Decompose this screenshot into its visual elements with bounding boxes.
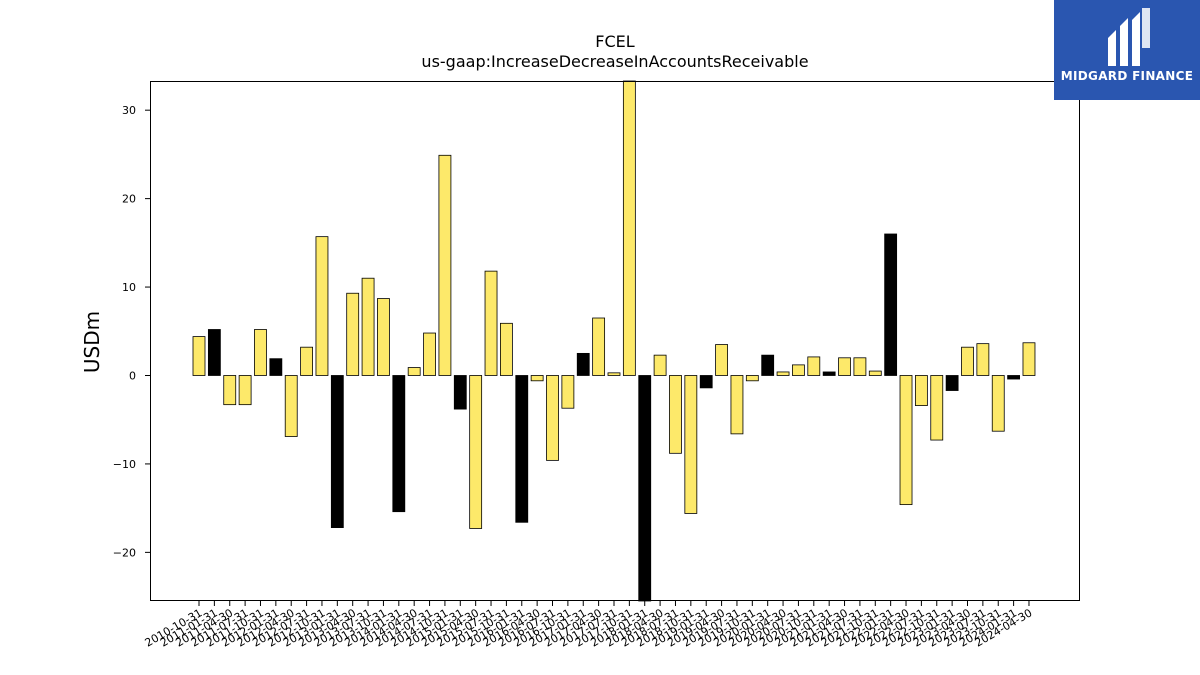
bar-2017-10-31 xyxy=(622,80,636,376)
bar-2019-01-31 xyxy=(699,375,713,389)
bar-2020-04-30 xyxy=(776,371,790,376)
bar-2022-04-30 xyxy=(899,375,913,506)
y-tick-label: −10 xyxy=(113,458,136,471)
bar-2023-10-31 xyxy=(991,375,1005,432)
bar-2021-07-31 xyxy=(853,357,867,376)
bar-2021-01-31 xyxy=(822,371,836,376)
bar-2013-01-31 xyxy=(330,375,344,528)
bar-2013-04-30 xyxy=(346,292,360,376)
bar-2020-01-31 xyxy=(761,354,775,376)
bar-2023-04-30 xyxy=(961,346,974,376)
bar-2017-07-31 xyxy=(607,372,621,376)
bar-2010-10-31 xyxy=(192,336,206,376)
bar-2011-01-31 xyxy=(207,329,221,376)
bar-2014-10-31 xyxy=(438,154,452,376)
midgard-logo-icon xyxy=(1108,8,1150,66)
bar-2015-01-31 xyxy=(453,375,467,410)
y-axis: −20 −10 0 10 20 30 xyxy=(113,104,150,559)
bar-2015-07-31 xyxy=(484,270,498,376)
bar-2019-04-30 xyxy=(715,344,728,376)
bar-2023-01-31 xyxy=(945,375,959,391)
bar-2011-07-31 xyxy=(238,375,252,406)
brand-logo: MIDGARD FINANCE xyxy=(1054,0,1200,100)
bar-2017-01-31 xyxy=(576,352,590,376)
brand-name: MIDGARD FINANCE xyxy=(1060,69,1194,83)
bar-2014-01-31 xyxy=(392,375,406,513)
bar-2013-07-31 xyxy=(361,277,375,376)
bar-2022-10-31 xyxy=(930,375,944,441)
bar-2018-04-30 xyxy=(653,354,667,376)
bar-2023-07-31 xyxy=(976,343,990,376)
bar-2022-01-31 xyxy=(884,233,898,376)
bar-2018-07-31 xyxy=(669,375,682,454)
bar-2014-07-31 xyxy=(423,332,436,376)
bar-2019-07-31 xyxy=(730,375,744,435)
y-tick-label: 20 xyxy=(122,193,136,206)
bar-2011-04-30 xyxy=(223,375,237,406)
y-tick-label: 30 xyxy=(122,104,136,117)
bar-2024-01-31 xyxy=(1007,375,1021,380)
bar-2016-04-30 xyxy=(530,375,544,382)
x-axis: 2010-10-312011-01-312011-04-302011-07-31… xyxy=(143,601,1034,650)
bar-2012-01-31 xyxy=(269,358,283,376)
bar-2016-01-31 xyxy=(515,375,529,523)
bar-2015-04-30 xyxy=(469,375,483,529)
bar-2012-07-31 xyxy=(300,346,313,376)
bar-2018-10-31 xyxy=(684,375,698,514)
bars-group xyxy=(192,80,1036,602)
bar-2016-07-31 xyxy=(546,375,559,461)
bar-2018-01-31 xyxy=(638,375,652,602)
bar-2013-10-31 xyxy=(377,298,390,376)
bar-2012-10-31 xyxy=(315,236,329,376)
y-tick-label: −20 xyxy=(113,546,136,559)
plot-frame xyxy=(150,81,1080,601)
bar-2021-04-30 xyxy=(838,357,851,376)
bar-2012-04-30 xyxy=(284,375,298,437)
chart-title: FCEL xyxy=(595,32,635,51)
bar-2015-10-31 xyxy=(499,322,513,376)
bar-2020-07-31 xyxy=(792,364,805,376)
bar-2016-10-31 xyxy=(561,375,575,409)
bar-2019-10-31 xyxy=(745,375,759,382)
bar-2017-04-30 xyxy=(592,317,606,376)
bar-2020-10-31 xyxy=(807,356,821,376)
bar-2011-10-31 xyxy=(254,329,267,376)
y-tick-label: 0 xyxy=(129,369,136,382)
chart-subtitle: us-gaap:IncreaseDecreaseInAccountsReceiv… xyxy=(421,52,809,71)
bar-2022-07-31 xyxy=(914,375,928,406)
bar-2014-04-30 xyxy=(407,367,421,376)
bar-2024-04-30 xyxy=(1022,342,1036,376)
y-tick-label: 10 xyxy=(122,281,136,294)
bar-2021-10-31 xyxy=(868,370,882,376)
